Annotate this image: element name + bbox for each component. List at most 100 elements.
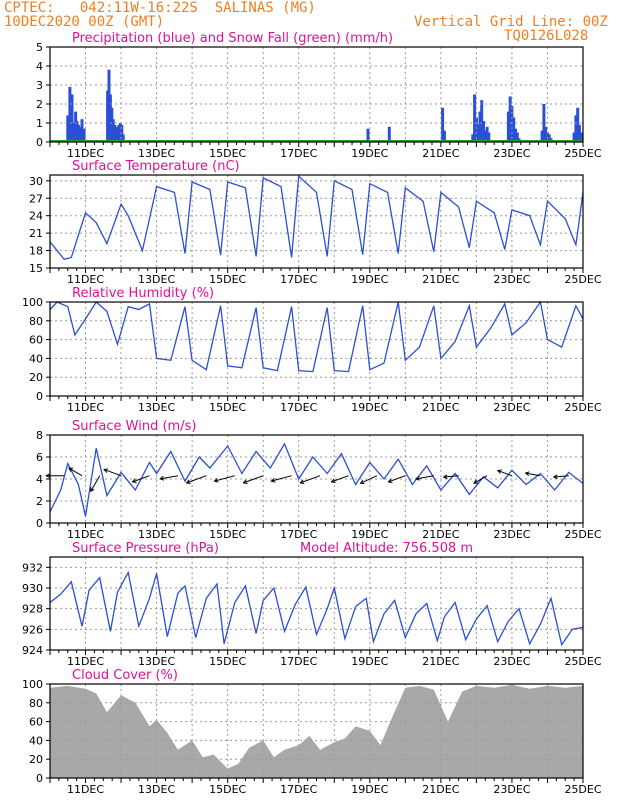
rh-y-tick-label: 20: [29, 371, 43, 384]
cloud-area: [50, 684, 583, 778]
wind-arrow: [299, 475, 321, 484]
pressure-panel: [46, 556, 584, 655]
precip-bar: [66, 115, 70, 142]
precip-bar: [70, 94, 74, 142]
rh-y-tick-label: 80: [29, 315, 43, 328]
wind-arrow: [131, 475, 150, 483]
cloud-y-tick-label: 20: [29, 753, 43, 766]
temp-x-tick-label: 11DEC: [67, 273, 104, 286]
precip-x-tick-label: 15DEC: [209, 147, 246, 160]
wind-arrow-shaft: [331, 475, 349, 483]
pressure-x-tick-label: 25DEC: [564, 655, 601, 668]
cloud-y-tick-label: 40: [29, 734, 43, 747]
cloud-y-tick-label: 60: [29, 716, 43, 729]
precip-x-tick-label: 13DEC: [138, 147, 175, 160]
temp-x-tick-label: 23DEC: [493, 273, 530, 286]
precip-y-tick-label: 1: [36, 117, 43, 130]
precip-bar: [80, 119, 84, 142]
precip-bar: [387, 126, 391, 142]
wind-y-tick-label: 4: [36, 473, 43, 486]
rh-x-tick-label: 15DEC: [209, 401, 246, 414]
wind-arrow-shaft: [160, 475, 179, 480]
wind-arrow-shaft: [90, 475, 101, 492]
precip-bar: [576, 107, 580, 142]
wind-x-tick-label: 23DEC: [493, 528, 530, 541]
precip-x-tick-label: 11DEC: [67, 147, 104, 160]
wind-arrow: [103, 468, 122, 477]
temp-x-tick-label: 17DEC: [280, 273, 317, 286]
precip-bar: [366, 128, 370, 142]
wind-arrow-shaft: [186, 475, 207, 484]
precip-bar: [82, 128, 86, 142]
precip-bar: [514, 128, 517, 142]
precip-bar: [574, 115, 578, 142]
pressure-x-tick-label: 13DEC: [138, 655, 175, 668]
precip-y-tick-label: 0: [36, 136, 43, 149]
cloud-x-tick-label: 11DEC: [67, 783, 104, 796]
wind-arrow: [442, 474, 459, 480]
precip-y-tick-label: 3: [36, 79, 43, 92]
temp-x-tick-label: 19DEC: [351, 273, 388, 286]
wind-arrow: [185, 475, 207, 484]
wind-y-tick-label: 8: [36, 429, 43, 442]
wind-arrow-head: [131, 478, 137, 483]
rh-x-tick-label: 21DEC: [422, 401, 459, 414]
precip-bar: [442, 130, 446, 142]
wind-arrow-shaft: [243, 475, 264, 484]
wind-x-tick-label: 21DEC: [422, 528, 459, 541]
wind-arrow-shaft: [271, 475, 292, 482]
rh-x-tick-label: 11DEC: [67, 401, 104, 414]
precip-bar: [579, 132, 583, 142]
wind-arrow: [359, 475, 378, 485]
temp-x-tick-label: 15DEC: [209, 273, 246, 286]
wind-arrow-shaft: [300, 475, 321, 484]
rh-y-tick-label: 100: [22, 296, 43, 309]
cloud-y-tick-label: 100: [22, 678, 43, 691]
rh-x-tick-label: 23DEC: [493, 401, 530, 414]
pressure-x-tick-label: 21DEC: [422, 655, 459, 668]
wind-arrow-head: [185, 479, 191, 484]
wind-arrow-shaft: [360, 475, 378, 484]
wind-arrow: [552, 474, 569, 480]
cloud-x-tick-label: 17DEC: [280, 783, 317, 796]
precip-bar: [483, 130, 487, 142]
temp-x-tick-label: 13DEC: [138, 273, 175, 286]
wind-x-tick-label: 19DEC: [351, 528, 388, 541]
precip-x-tick-label: 23DEC: [493, 147, 530, 160]
cloud-x-tick-label: 15DEC: [209, 783, 246, 796]
wind-arrow: [242, 475, 264, 484]
wind-arrow-shaft: [415, 475, 434, 480]
rh-panel: [46, 300, 584, 401]
pressure-title: Surface Pressure (hPa): [72, 541, 219, 556]
pressure-x-tick-label: 17DEC: [280, 655, 317, 668]
wind-y-tick-label: 0: [36, 517, 43, 530]
pressure-y-tick-label: 924: [22, 644, 43, 657]
wind-x-tick-label: 17DEC: [280, 528, 317, 541]
wind-arrow: [524, 471, 541, 477]
wind-arrow-head: [415, 475, 420, 481]
rh-y-tick-label: 40: [29, 352, 43, 365]
precip-bar: [544, 126, 548, 142]
precip-y-tick-label: 5: [36, 41, 43, 54]
precip-bar: [482, 121, 485, 142]
precip-title: Precipitation (blue) and Snow Fall (gree…: [72, 31, 393, 46]
precip-bar: [476, 124, 480, 142]
precip-bar: [76, 124, 80, 142]
precip-bar: [121, 134, 125, 142]
precip-bar: [508, 96, 512, 142]
cloud-x-tick-label: 25DEC: [564, 783, 601, 796]
pressure-line: [49, 570, 584, 647]
wind-arrow-head: [270, 478, 276, 483]
precip-panel: [46, 46, 584, 147]
wind-arrow-shaft: [525, 472, 541, 477]
precip-bar: [480, 100, 484, 142]
header-run-date: 10DEC2020 00Z (GMT): [4, 14, 165, 30]
wind-arrow-head: [524, 471, 530, 476]
wind-arrow: [473, 475, 488, 484]
pressure-x-tick-label: 23DEC: [493, 655, 530, 668]
temp-line: [49, 174, 584, 261]
header-model-id: TQ0126L028: [504, 28, 589, 44]
wind-arrow-head: [496, 469, 502, 474]
wind-arrow-head: [387, 478, 393, 483]
